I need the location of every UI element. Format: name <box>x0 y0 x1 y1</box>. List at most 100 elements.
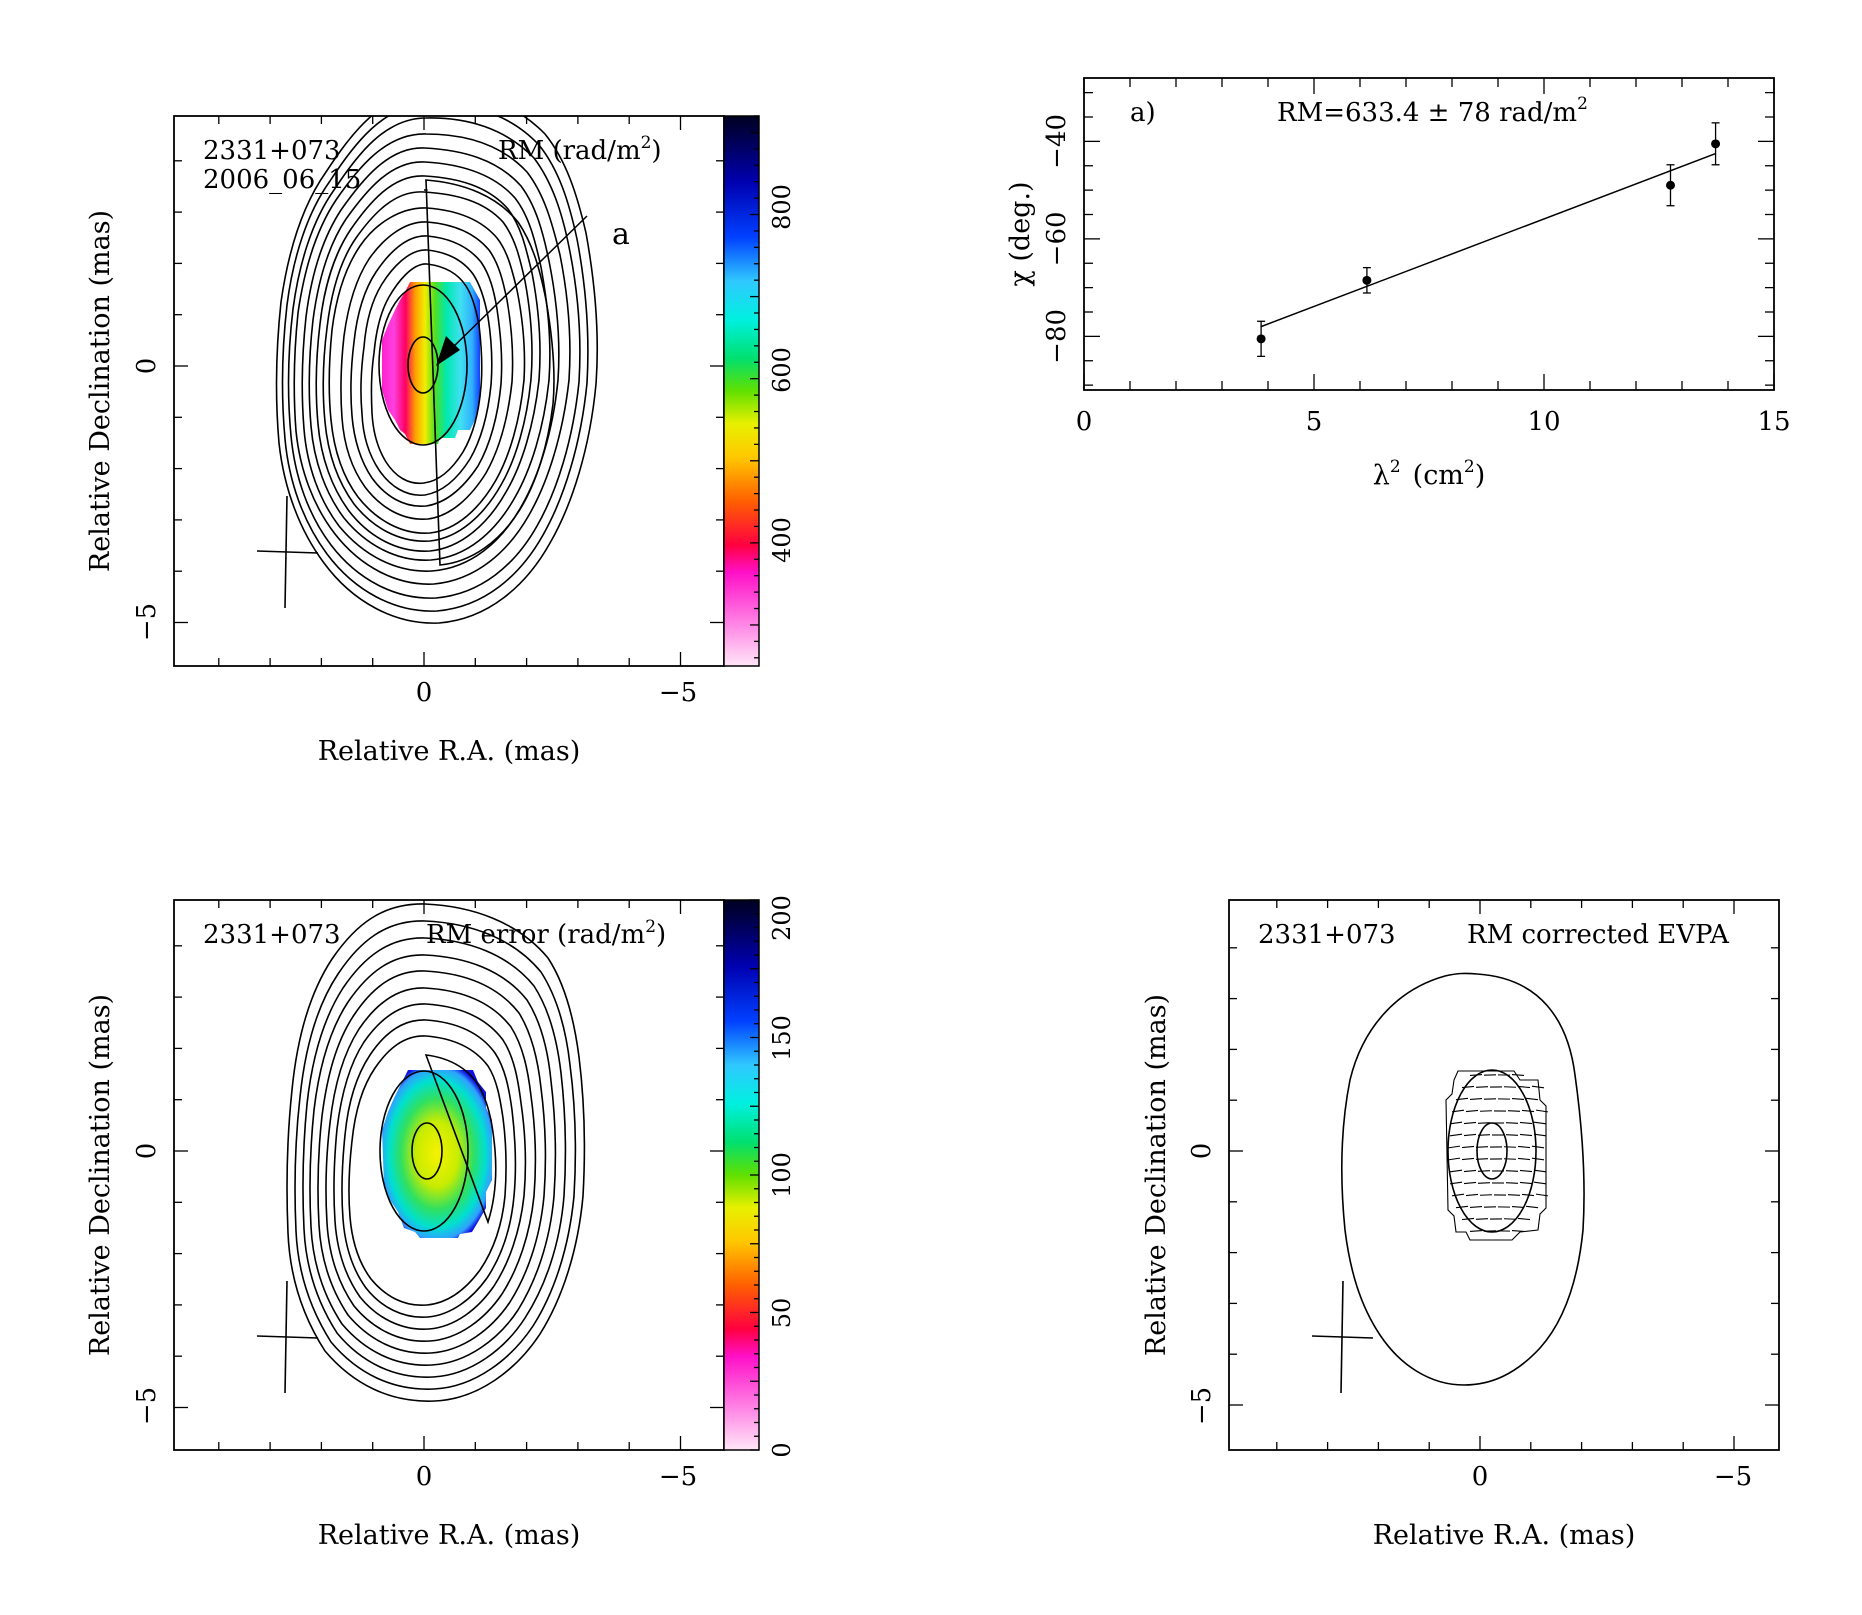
evpa-vector <box>1505 1134 1519 1136</box>
evpa-vector <box>1505 1122 1519 1124</box>
evpa-map-quantity: RM corrected EVPA <box>1467 920 1730 950</box>
evpa-vector <box>1449 1121 1463 1125</box>
beam-cross <box>256 1280 319 1394</box>
evpa-map-ytick-0: 0 <box>1187 1143 1217 1160</box>
rm-error-colorbar: 0 50 100 150 200 <box>723 895 796 1458</box>
evpa-vector <box>1519 1133 1533 1137</box>
evpa-vector <box>1451 1109 1465 1113</box>
evpa-vector <box>1475 1146 1489 1148</box>
annotation-arrow <box>436 215 588 366</box>
evpa-vector <box>1517 1157 1531 1161</box>
evpa-vector <box>1507 1110 1521 1112</box>
evpa-vector <box>1517 1145 1531 1149</box>
rm-fit-ytick-2: −80 <box>1042 309 1072 364</box>
rm-error-map-xlabel: Relative R.A. (mas) <box>318 1520 581 1551</box>
evpa-vector <box>1463 1121 1477 1125</box>
evpa-vector <box>1533 1169 1547 1173</box>
evpa-vector <box>1533 1133 1547 1137</box>
evpa-vector <box>1469 1206 1483 1208</box>
rm-colorbar-tick-600: 600 <box>768 347 796 393</box>
rm-fit-ytick-0: −40 <box>1042 114 1072 169</box>
rm-map-quantity: RM (rad/m2) <box>498 133 662 166</box>
evpa-vector <box>1461 1157 1475 1161</box>
evpa-map-ylabel: Relative Declination (mas) <box>1141 994 1172 1356</box>
rm-map-ytick-0: 0 <box>132 358 162 375</box>
data-point <box>1711 139 1721 149</box>
evpa-vector <box>1469 1098 1483 1100</box>
beam-cross <box>256 495 319 609</box>
evpa-vector <box>1521 1193 1535 1197</box>
evpa-map-xtick-0: 0 <box>1472 1462 1489 1492</box>
evpa-vector <box>1451 1193 1465 1197</box>
evpa-vector <box>1533 1181 1547 1185</box>
rm-error-map-xtick-0: 0 <box>416 1462 433 1492</box>
evpa-vector <box>1505 1170 1519 1172</box>
evpa-vector <box>1469 1230 1483 1232</box>
rm-map-ytick-1: −5 <box>132 603 162 641</box>
evpa-vector <box>1463 1133 1477 1137</box>
data-point <box>1666 180 1675 190</box>
evpa-vector <box>1465 1109 1479 1113</box>
rm-fit-xtick-0: 0 <box>1076 407 1093 437</box>
evpa-vector <box>1455 1205 1469 1209</box>
evpa-map-frame <box>1228 899 1780 1451</box>
evpa-vector <box>1449 1181 1463 1185</box>
rm-map-ticks <box>174 116 724 666</box>
evpa-vector <box>1465 1193 1479 1197</box>
evpa-vector <box>1511 1098 1525 1100</box>
evpa-vector <box>1521 1109 1535 1113</box>
evpa-vector <box>1477 1182 1491 1184</box>
evpa-vector <box>1449 1133 1463 1137</box>
evpa-vector <box>1505 1182 1519 1184</box>
rm-fit-ticks <box>1083 78 1775 390</box>
evpa-vector <box>1475 1158 1489 1160</box>
rm-map-epoch: 2006_06_15 <box>203 165 361 195</box>
evpa-map-xtick-1: −5 <box>1714 1462 1752 1492</box>
rm-fit-xtick-1: 5 <box>1306 407 1323 437</box>
data-point <box>1362 275 1372 285</box>
rm-fit-panel-label: a) <box>1130 98 1156 128</box>
evpa-vector <box>1533 1121 1547 1125</box>
evpa-vector <box>1525 1097 1539 1101</box>
evpa-map-xlabel: Relative R.A. (mas) <box>1373 1520 1636 1551</box>
evpa-vector <box>1469 1074 1483 1076</box>
rm-map-source: 2331+073 <box>203 136 341 166</box>
rm-map-xlabel: Relative R.A. (mas) <box>318 736 581 767</box>
rm-error-map-ticks <box>174 900 724 1450</box>
evpa-map-panel: 2331+073 RM corrected EVPA 0 −5 0 −5 Rel… <box>1141 899 1780 1551</box>
evpa-contours <box>1340 972 1585 1386</box>
rm-error-colorbar-tick-150: 150 <box>768 1015 796 1061</box>
rm-error-map-ytick-0: 0 <box>132 1143 162 1160</box>
rm-fit-panel: a) RM=633.4 ± 78 rad/m2 0 5 10 15 −40 −60 −80… <box>1005 77 1791 491</box>
evpa-vector <box>1461 1145 1475 1149</box>
evpa-vector <box>1447 1157 1461 1161</box>
rm-error-map-source: 2331+073 <box>203 920 341 950</box>
evpa-vector <box>1517 1217 1531 1221</box>
rm-error-map-panel: 2331+073 RM error (rad/m2) 0 −5 0 −5 Rel… <box>85 895 796 1551</box>
evpa-vector <box>1477 1122 1491 1124</box>
rm-error-map-quantity: RM error (rad/m2) <box>426 917 666 950</box>
evpa-vector <box>1511 1206 1525 1208</box>
rm-map-panel: a 2331+073 2006_06_15 RM (rad/m2) 0 −5 0… <box>85 115 796 767</box>
evpa-map-ticks <box>1229 900 1779 1450</box>
rm-error-colorbar-tick-50: 50 <box>768 1298 796 1329</box>
evpa-vector <box>1531 1145 1545 1149</box>
evpa-vector <box>1449 1169 1463 1173</box>
rm-map-ylabel: Relative Declination (mas) <box>85 210 116 572</box>
evpa-vector <box>1477 1134 1491 1136</box>
rm-error-color-map <box>382 1070 492 1238</box>
evpa-vector <box>1475 1086 1489 1088</box>
rm-fit-label: RM=633.4 ± 78 rad/m2 <box>1277 94 1588 128</box>
evpa-vector <box>1519 1169 1533 1173</box>
evpa-vector <box>1531 1085 1545 1089</box>
rm-map-xtick-0: 0 <box>416 678 433 708</box>
evpa-vector <box>1519 1181 1533 1185</box>
evpa-map-source: 2331+073 <box>1258 920 1396 950</box>
evpa-vector <box>1525 1205 1539 1209</box>
evpa-region-outline <box>1445 1070 1547 1241</box>
evpa-vector <box>1475 1218 1489 1220</box>
rm-contours <box>275 116 599 624</box>
rm-colorbar-tick-400: 400 <box>768 517 796 563</box>
evpa-vector <box>1447 1145 1461 1149</box>
